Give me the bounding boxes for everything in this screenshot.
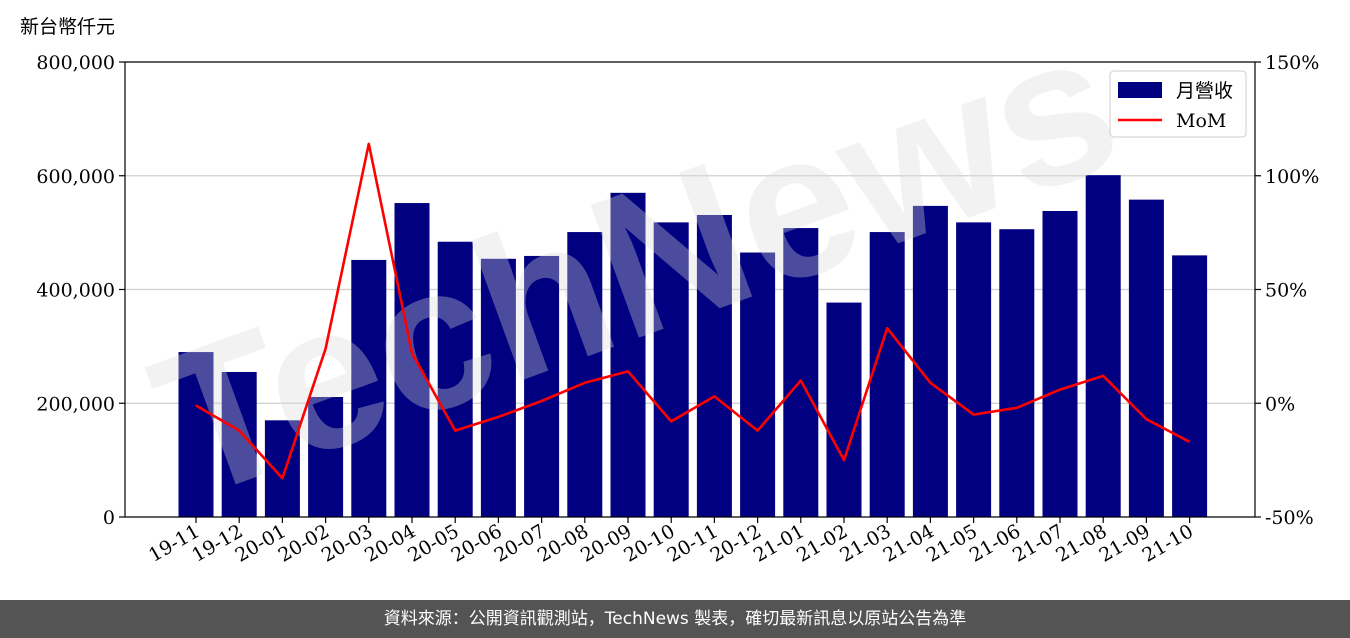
revenue-bar xyxy=(1128,199,1164,517)
legend-label-mom: MoM xyxy=(1176,110,1226,132)
y-tick-label: 0 xyxy=(103,507,115,529)
revenue-bar xyxy=(696,214,732,517)
y2-tick-label: 0% xyxy=(1265,393,1295,415)
revenue-bar xyxy=(1172,255,1208,517)
revenue-bar xyxy=(1042,211,1078,517)
mom-line xyxy=(195,142,1191,480)
revenue-bar xyxy=(437,241,473,517)
revenue-bar xyxy=(783,228,819,517)
y-tick-label: 600,000 xyxy=(36,166,115,188)
y-axis-unit-label: 新台幣仟元 xyxy=(20,16,115,38)
y2-tick-label: 150% xyxy=(1265,52,1319,74)
legend-swatch-bar xyxy=(1118,82,1162,98)
x-tick-label: 21-10 xyxy=(1139,520,1197,566)
revenue-bar xyxy=(264,420,300,517)
legend: 月營收 MoM xyxy=(1109,70,1247,138)
revenue-bars xyxy=(178,175,1208,518)
revenue-bar xyxy=(610,192,646,517)
y-tick-label: 400,000 xyxy=(36,280,115,302)
revenue-bar xyxy=(178,352,214,517)
revenue-bar xyxy=(999,229,1035,517)
revenue-bar xyxy=(740,252,776,517)
legend-label-revenue: 月營收 xyxy=(1176,80,1233,102)
revenue-bar xyxy=(480,258,516,517)
revenue-bar xyxy=(394,203,430,518)
revenue-bar xyxy=(308,396,344,517)
revenue-bar xyxy=(1085,175,1121,517)
source-footer: 資料來源：公開資訊觀測站，TechNews 製表，確切最新訊息以原站公告為準 xyxy=(0,600,1350,638)
y2-tick-label: -50% xyxy=(1265,507,1314,529)
y-tick-label: 200,000 xyxy=(36,393,115,415)
revenue-bar xyxy=(869,232,905,517)
revenue-bar xyxy=(524,255,560,517)
revenue-bar xyxy=(826,302,862,517)
y-tick-label: 800,000 xyxy=(36,52,115,74)
mom-line-layer xyxy=(195,142,1191,480)
revenue-bar xyxy=(912,205,948,518)
revenue-bar xyxy=(956,222,992,517)
y2-tick-label: 100% xyxy=(1265,166,1319,188)
revenue-bar xyxy=(351,259,387,517)
revenue-bar xyxy=(653,222,689,517)
revenue-bar xyxy=(567,232,603,517)
y2-tick-label: 50% xyxy=(1265,280,1307,302)
chart: 新台幣仟元 TechNews 0200,000400,000600,000800… xyxy=(20,0,1319,567)
